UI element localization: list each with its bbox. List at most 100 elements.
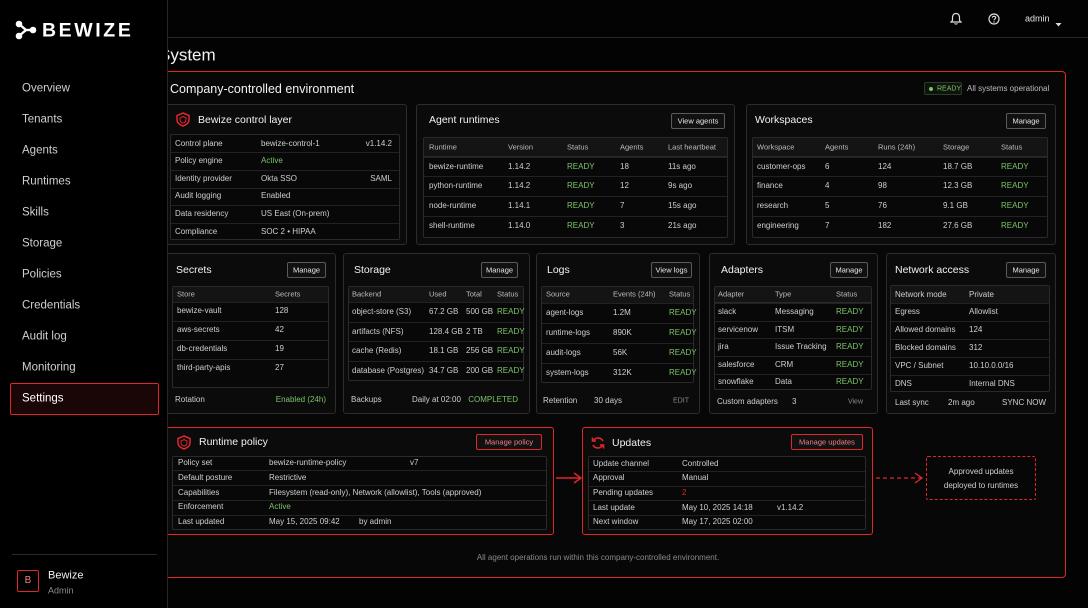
icon-svg bbox=[1055, 23, 1062, 27]
row-divider bbox=[891, 321, 1049, 323]
button[interactable] bbox=[671, 113, 725, 129]
table-cell: 124 bbox=[969, 325, 983, 335]
button-label[interactable]: View agents bbox=[677, 116, 719, 126]
button[interactable] bbox=[287, 262, 326, 278]
row-shade bbox=[891, 286, 1049, 304]
notifications[interactable] bbox=[949, 12, 963, 25]
table-cell: 11s ago bbox=[668, 161, 696, 171]
table bbox=[170, 134, 400, 240]
user-menu-caret[interactable] bbox=[1055, 15, 1062, 27]
row-divider bbox=[424, 216, 727, 217]
card-footer: Retention bbox=[543, 396, 578, 405]
table-cell: 12 bbox=[620, 181, 629, 191]
nav-item[interactable]: Skills bbox=[22, 206, 49, 219]
table-cell: Policy engine bbox=[175, 156, 223, 166]
nav-item[interactable]: Runtimes bbox=[22, 175, 71, 188]
table-cell: 7 bbox=[825, 220, 830, 230]
card-title: Logs bbox=[547, 263, 570, 276]
icon-path bbox=[600, 444, 605, 449]
user-menu[interactable]: admin bbox=[1025, 13, 1050, 23]
card-footer: SYNC NOW bbox=[1002, 398, 1046, 407]
button-label[interactable]: Manage bbox=[292, 265, 321, 275]
button-label[interactable]: Manage bbox=[1012, 116, 1040, 126]
table-cell: Next window bbox=[593, 517, 639, 527]
column-header: Used bbox=[429, 289, 447, 299]
row-divider bbox=[173, 500, 546, 501]
table-cell: READY bbox=[836, 324, 864, 334]
nav-active[interactable] bbox=[10, 383, 159, 415]
table-cell: system-logs bbox=[546, 368, 589, 377]
row-divider bbox=[753, 216, 1047, 217]
button[interactable] bbox=[481, 262, 518, 278]
table-cell: Controlled bbox=[682, 458, 719, 468]
table-cell: READY bbox=[1001, 161, 1029, 171]
card-footer: Daily at 02:00 bbox=[412, 395, 461, 404]
table-cell: 2 bbox=[682, 487, 687, 497]
table-cell: 6 bbox=[825, 161, 830, 171]
button-label[interactable]: Manage bbox=[835, 265, 863, 275]
table-cell: READY bbox=[836, 342, 864, 352]
card-title: Agent runtimes bbox=[429, 113, 500, 126]
nav-item[interactable]: Policies bbox=[22, 268, 62, 281]
nav-item[interactable]: Agents bbox=[22, 144, 58, 157]
table-cell: Network mode bbox=[895, 289, 947, 299]
nav-item[interactable]: Monitoring bbox=[22, 361, 76, 374]
table-cell: 56K bbox=[613, 348, 628, 357]
table-cell: 890K bbox=[613, 328, 632, 337]
button-label[interactable]: Manage policy bbox=[484, 437, 534, 447]
icon-path bbox=[949, 12, 963, 23]
row-divider bbox=[589, 470, 865, 472]
nav-item[interactable]: Credentials bbox=[22, 299, 81, 312]
table-cell: bewize-control-1 bbox=[261, 138, 320, 148]
column-header: Source bbox=[546, 289, 570, 299]
table-cell: by admin bbox=[359, 517, 392, 527]
button[interactable] bbox=[791, 434, 863, 450]
button[interactable] bbox=[1006, 262, 1046, 278]
help[interactable] bbox=[988, 12, 1000, 25]
row-divider bbox=[349, 341, 523, 343]
table-cell: 98 bbox=[878, 181, 887, 191]
nav-item[interactable]: Audit log bbox=[22, 330, 67, 343]
icon-circle bbox=[988, 13, 1000, 25]
button[interactable] bbox=[1006, 113, 1046, 129]
button[interactable] bbox=[476, 434, 542, 450]
status-badge bbox=[924, 82, 962, 95]
icon-path bbox=[591, 437, 596, 442]
column-header: Backend bbox=[352, 289, 382, 299]
table-cell: Okta SSO bbox=[261, 173, 298, 183]
flow-arrow-dashed bbox=[874, 471, 926, 485]
nav-item[interactable]: Settings bbox=[22, 392, 64, 405]
table-cell: 312K bbox=[613, 368, 632, 377]
button-label[interactable]: View logs bbox=[655, 265, 688, 275]
row-divider bbox=[173, 301, 328, 303]
button-label[interactable]: Manage updates bbox=[799, 437, 855, 447]
brand-name: BEWIZE bbox=[42, 19, 134, 42]
table-cell: 500 GB bbox=[466, 307, 494, 316]
table-cell: READY bbox=[669, 308, 697, 317]
table-cell: SAML bbox=[370, 173, 392, 183]
nav-item[interactable]: Overview bbox=[22, 82, 70, 95]
button-label[interactable]: Manage bbox=[1012, 265, 1040, 275]
icon-path bbox=[177, 435, 191, 450]
table-cell: 1.2M bbox=[613, 308, 631, 317]
button-label[interactable]: Manage bbox=[485, 265, 514, 275]
icon-line bbox=[18, 23, 27, 31]
row-divider bbox=[542, 303, 693, 304]
approval-text: Approved updates bbox=[948, 467, 1014, 476]
table bbox=[172, 456, 547, 530]
button[interactable] bbox=[651, 262, 692, 278]
nav-item[interactable]: Storage bbox=[22, 237, 63, 250]
nav-item[interactable]: Tenants bbox=[22, 113, 63, 126]
table-cell: READY bbox=[497, 326, 525, 336]
table-cell: READY bbox=[567, 201, 595, 211]
table-cell: 4 bbox=[825, 181, 830, 191]
environment-title: Company-controlled environment bbox=[170, 81, 355, 96]
table-cell: READY bbox=[1001, 181, 1029, 191]
table bbox=[588, 456, 866, 530]
button[interactable] bbox=[830, 262, 868, 278]
row-divider bbox=[715, 320, 871, 322]
table-cell: object-store (S3) bbox=[352, 307, 412, 316]
table-cell: 18 bbox=[620, 161, 629, 171]
table-cell: runtime-logs bbox=[546, 328, 591, 337]
table-cell: SOC 2 • HIPAA bbox=[261, 226, 316, 236]
